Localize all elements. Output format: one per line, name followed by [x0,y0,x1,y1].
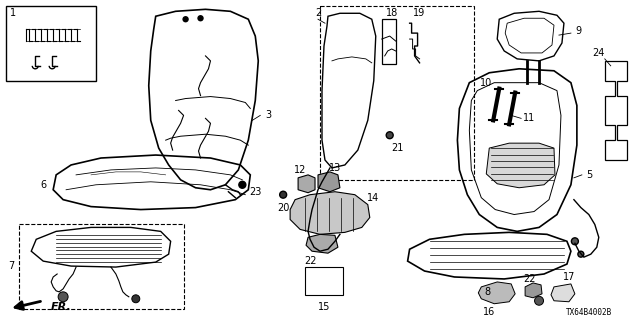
Text: 2: 2 [315,8,321,18]
Polygon shape [298,175,315,193]
Bar [6,6,96,81]
Text: 16: 16 [483,307,495,317]
Text: 19: 19 [413,8,426,18]
Polygon shape [478,282,515,304]
Polygon shape [525,283,542,298]
Circle shape [58,292,68,302]
Polygon shape [290,192,370,234]
Text: 11: 11 [523,113,535,124]
Text: 20: 20 [277,203,289,212]
Polygon shape [551,284,575,302]
Circle shape [183,17,188,22]
Polygon shape [486,143,555,188]
Circle shape [198,16,203,21]
Circle shape [386,132,393,139]
Text: 14: 14 [367,193,379,203]
Text: 18: 18 [385,8,398,18]
Polygon shape [318,172,340,192]
Text: 12: 12 [294,165,307,175]
Circle shape [132,295,140,303]
Text: 3: 3 [265,110,271,120]
Circle shape [239,181,246,188]
Text: 7: 7 [8,261,15,271]
Text: 21: 21 [392,143,404,153]
Text: FR.: FR. [51,302,72,312]
Bar [305,267,343,295]
Text: 10: 10 [480,78,492,88]
Text: 8: 8 [484,287,490,297]
Bar [381,19,396,64]
Text: 9: 9 [576,26,582,36]
Text: 13: 13 [329,163,341,173]
Text: TX64B4002B: TX64B4002B [566,308,612,317]
Circle shape [572,238,579,245]
Text: 1: 1 [10,8,17,18]
Text: 15: 15 [318,302,330,312]
Circle shape [534,296,543,305]
Circle shape [578,251,584,257]
Text: 5: 5 [586,170,592,180]
Text: 22: 22 [523,274,535,284]
Text: 17: 17 [563,272,575,282]
Bar [320,6,474,180]
Text: 24: 24 [593,48,605,58]
Bar [19,224,184,309]
Circle shape [280,191,287,198]
Text: 22: 22 [304,256,316,266]
Polygon shape [306,234,338,253]
Text: 23: 23 [249,187,262,197]
Text: 6: 6 [40,180,46,190]
